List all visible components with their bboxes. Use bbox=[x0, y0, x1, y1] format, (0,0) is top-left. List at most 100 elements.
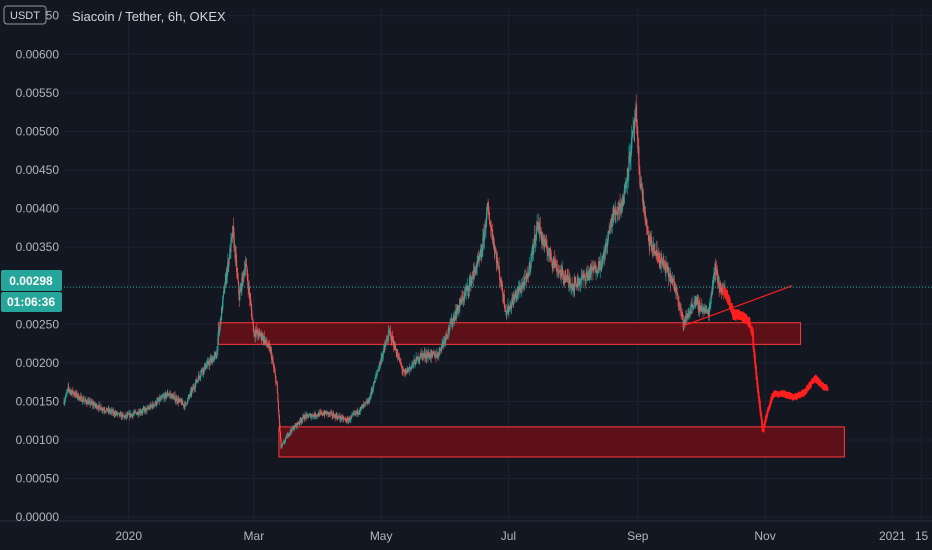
candle-body bbox=[279, 424, 281, 432]
candle-body bbox=[525, 276, 527, 278]
y-tick-label[interactable]: 0.00250 bbox=[16, 317, 60, 331]
candle-body bbox=[623, 203, 625, 206]
x-tick-label[interactable]: 2021 bbox=[879, 529, 906, 543]
candle-body bbox=[141, 411, 143, 413]
y-tick-label[interactable]: -0.00000 bbox=[12, 549, 60, 550]
candle bbox=[656, 240, 658, 262]
candle-body bbox=[337, 416, 339, 419]
candle-body bbox=[140, 410, 142, 413]
candle-body bbox=[64, 399, 66, 402]
candle bbox=[256, 327, 259, 335]
support-zone[interactable] bbox=[217, 322, 802, 345]
grid bbox=[64, 8, 932, 521]
candle-body bbox=[350, 416, 352, 420]
x-tick-label[interactable]: 15 bbox=[915, 529, 929, 543]
candle-body bbox=[317, 415, 319, 417]
x-tick-label[interactable]: Jul bbox=[501, 529, 516, 543]
candle bbox=[620, 198, 622, 218]
candle-body bbox=[363, 403, 366, 405]
candle bbox=[435, 349, 437, 363]
y-axis[interactable]: 0.006500.006000.005500.005000.004500.004… bbox=[12, 9, 60, 550]
candle bbox=[188, 394, 190, 399]
candle-body bbox=[653, 244, 655, 254]
candle-body bbox=[508, 306, 511, 310]
candle-body bbox=[280, 446, 283, 449]
x-tick-label[interactable]: May bbox=[370, 529, 393, 543]
candle-body bbox=[394, 344, 396, 350]
candle-body bbox=[590, 267, 592, 275]
y-tick-label[interactable]: 0.00600 bbox=[16, 47, 60, 61]
y-tick-label[interactable]: 0.00400 bbox=[16, 202, 60, 216]
candle-body bbox=[301, 418, 303, 421]
candle-body bbox=[676, 287, 678, 296]
support-zone[interactable] bbox=[278, 426, 845, 458]
candle bbox=[690, 299, 693, 315]
y-tick-label[interactable]: 0.00500 bbox=[16, 124, 60, 138]
candle-body bbox=[486, 207, 488, 213]
y-tick-label[interactable]: 0.00100 bbox=[16, 433, 60, 447]
y-tick-label[interactable]: 0.00450 bbox=[16, 163, 60, 177]
candle bbox=[418, 355, 420, 366]
candle bbox=[142, 405, 144, 413]
candle-body bbox=[370, 395, 372, 397]
candle-body bbox=[237, 278, 239, 283]
x-tick-label[interactable]: Nov bbox=[754, 529, 775, 543]
candle-body bbox=[342, 416, 344, 420]
candle-body bbox=[666, 264, 668, 266]
candle-body bbox=[204, 364, 206, 369]
candle-body bbox=[435, 354, 437, 358]
candle-body bbox=[620, 202, 622, 210]
candle bbox=[261, 331, 263, 344]
candle-body bbox=[485, 212, 488, 225]
candle-body bbox=[299, 419, 301, 421]
candle bbox=[503, 289, 505, 309]
candle bbox=[597, 267, 599, 278]
x-tick-label[interactable]: Sep bbox=[627, 529, 649, 543]
x-tick-label[interactable]: 2020 bbox=[115, 529, 142, 543]
currency-button[interactable]: USDT bbox=[3, 5, 47, 25]
candle bbox=[488, 205, 490, 221]
zones[interactable] bbox=[217, 322, 845, 458]
y-tick-label[interactable]: 0.00550 bbox=[16, 86, 60, 100]
candle-body bbox=[351, 414, 354, 416]
trend-line[interactable] bbox=[681, 285, 793, 328]
candle bbox=[342, 413, 344, 418]
candle-body bbox=[90, 403, 92, 405]
candle-body bbox=[63, 401, 66, 405]
candle-body bbox=[691, 303, 693, 306]
candle-body bbox=[481, 251, 483, 253]
projection[interactable] bbox=[681, 285, 829, 433]
x-axis[interactable]: 2020 Mar May Jul Sep Nov 2021 15 bbox=[115, 529, 928, 543]
candle bbox=[551, 258, 553, 271]
candle-body bbox=[457, 305, 459, 309]
candle-body bbox=[337, 416, 339, 418]
currency-button-label[interactable]: USDT bbox=[10, 10, 40, 22]
candle-body bbox=[314, 413, 316, 417]
candle bbox=[237, 272, 239, 285]
candle-body bbox=[693, 305, 695, 307]
y-tick-label[interactable]: 0.00000 bbox=[16, 510, 60, 524]
candle-body bbox=[694, 299, 696, 303]
candle-body bbox=[296, 422, 298, 427]
y-tick-label[interactable]: 0.00350 bbox=[16, 240, 60, 254]
candle-body bbox=[232, 225, 235, 233]
candle bbox=[546, 239, 548, 262]
candle-body bbox=[692, 306, 694, 308]
candle-body bbox=[268, 345, 271, 347]
candle bbox=[167, 390, 169, 398]
candle-body bbox=[201, 369, 203, 372]
candle bbox=[515, 294, 517, 303]
candle bbox=[693, 295, 695, 309]
candle-body bbox=[692, 305, 694, 308]
currency-button-box[interactable] bbox=[3, 5, 47, 25]
projection-path[interactable] bbox=[722, 285, 829, 433]
candle-body bbox=[127, 414, 129, 416]
y-tick-label[interactable]: 0.00200 bbox=[16, 356, 60, 370]
y-tick-label[interactable]: 0.00050 bbox=[16, 472, 60, 486]
y-tick-label[interactable]: 0.00150 bbox=[16, 394, 60, 408]
candle-body bbox=[281, 444, 283, 447]
x-tick-label[interactable]: Mar bbox=[244, 529, 265, 543]
candle-body bbox=[307, 414, 309, 416]
candle-body bbox=[276, 383, 278, 394]
